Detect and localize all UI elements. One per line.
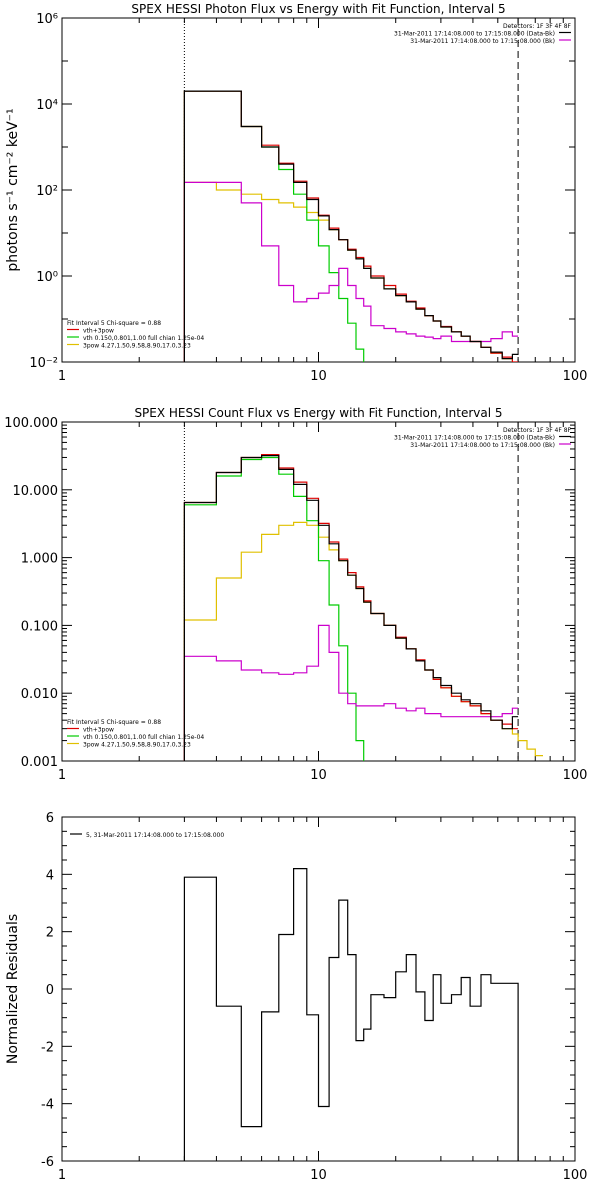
legend-entry: 31-Mar-2011 17:14:08.000 to 17:15:08.000… xyxy=(394,435,555,442)
series-bk xyxy=(183,181,519,362)
y-tick-label: 10.000 xyxy=(13,484,59,499)
plot-frame xyxy=(61,816,576,1162)
panel-2: SPEX HESSI Count Flux vs Energy with Fit… xyxy=(4,406,587,783)
y-tick-label: 10⁶ xyxy=(36,12,58,27)
series-vth-3pow xyxy=(183,90,519,362)
legend-entry: vth 0.150,0.801,1.00 full chian 1.25e-04 xyxy=(83,335,204,342)
legend-entry: 31-Mar-2011 17:14:08.000 to 17:15:08.000… xyxy=(410,38,555,45)
legend-entry: 3pow 4.27,1.50,9.58,8.90,17.0,3.23 xyxy=(83,742,191,749)
x-tick-label: 100 xyxy=(563,768,588,783)
y-tick-label: 100.000 xyxy=(4,416,58,431)
series-data-bk xyxy=(183,455,519,761)
series-data-bk xyxy=(183,90,519,362)
chart-title: SPEX HESSI Count Flux vs Energy with Fit… xyxy=(134,406,502,420)
legend-entry: 3pow 4.27,1.50,9.58,8.90,17.0,3.23 xyxy=(83,343,191,350)
y-tick-label: 4 xyxy=(46,868,54,883)
y-tick-label: -4 xyxy=(41,1098,54,1113)
y-tick-label: 10⁰ xyxy=(36,270,58,285)
series-bk xyxy=(183,624,519,761)
y-tick-label: 10⁴ xyxy=(36,98,58,113)
legend-entry: vth+3pow xyxy=(83,727,114,734)
x-tick-label: 1 xyxy=(58,768,66,783)
legend-entry: vth 0.150,0.801,1.00 full chian 1.25e-04 xyxy=(83,734,204,741)
series-3pow xyxy=(183,521,543,761)
series-vth xyxy=(183,456,365,761)
y-axis-label: photons s⁻¹ cm⁻² keV⁻¹ xyxy=(5,108,21,271)
legend-entry: vth+3pow xyxy=(83,328,114,335)
y-tick-label: 0.001 xyxy=(21,755,58,770)
legend-entry: Detectors: 1F 3F 4F 8F xyxy=(503,427,572,434)
x-tick-label: 10 xyxy=(310,1168,327,1183)
series-group xyxy=(183,90,519,362)
series-group xyxy=(183,454,543,761)
y-tick-label: 10² xyxy=(36,184,58,199)
x-tick-label: 1 xyxy=(58,1168,66,1183)
legend-entry: 5, 31-Mar-2011 17:14:08.000 to 17:15:08.… xyxy=(86,832,224,839)
plot-frame xyxy=(61,421,576,762)
y-tick-label: -6 xyxy=(41,1155,54,1170)
y-tick-label: 0 xyxy=(46,983,54,998)
y-tick-label: 1.000 xyxy=(21,552,58,567)
series-residuals xyxy=(183,868,519,1161)
panel-1: SPEX HESSI Photon Flux vs Energy with Fi… xyxy=(5,2,587,384)
x-tick-label: 10 xyxy=(310,369,327,384)
x-tick-label: 100 xyxy=(563,369,588,384)
y-tick-label: 0.100 xyxy=(21,619,58,634)
x-tick-label: 10 xyxy=(310,768,327,783)
y-tick-label: 10⁻² xyxy=(29,356,58,371)
series-vth xyxy=(183,90,365,362)
y-tick-label: 2 xyxy=(46,926,54,941)
panel-3: 1 10 100 -6 -4 -2 0 2 4 6 Normalized Residuals 5, 3… xyxy=(5,811,587,1183)
y-axis-label: Normalized Residuals xyxy=(5,914,21,1064)
series-vth-3pow xyxy=(183,454,519,761)
legend-entry: Detectors: 1F 3F 4F 8F xyxy=(503,23,572,30)
legend-entry: Fit Interval 5 Chi-square = 0.88 xyxy=(67,719,161,726)
x-tick-label: 1 xyxy=(58,369,66,384)
legend-entry: 31-Mar-2011 17:14:08.000 to 17:15:08.000… xyxy=(410,442,555,449)
y-tick-label: 6 xyxy=(46,811,54,826)
chart-title: SPEX HESSI Photon Flux vs Energy with Fi… xyxy=(131,2,505,16)
plot-frame xyxy=(61,17,576,363)
x-tick-label: 100 xyxy=(563,1168,588,1183)
legend-entry: Fit Interval 5 Chi-square = 0.88 xyxy=(67,320,161,327)
legend-entry: 31-Mar-2011 17:14:08.000 to 17:15:08.000… xyxy=(394,31,555,38)
y-tick-label: -2 xyxy=(41,1040,54,1055)
y-tick-label: 0.010 xyxy=(21,687,58,702)
series-group xyxy=(183,868,519,1161)
